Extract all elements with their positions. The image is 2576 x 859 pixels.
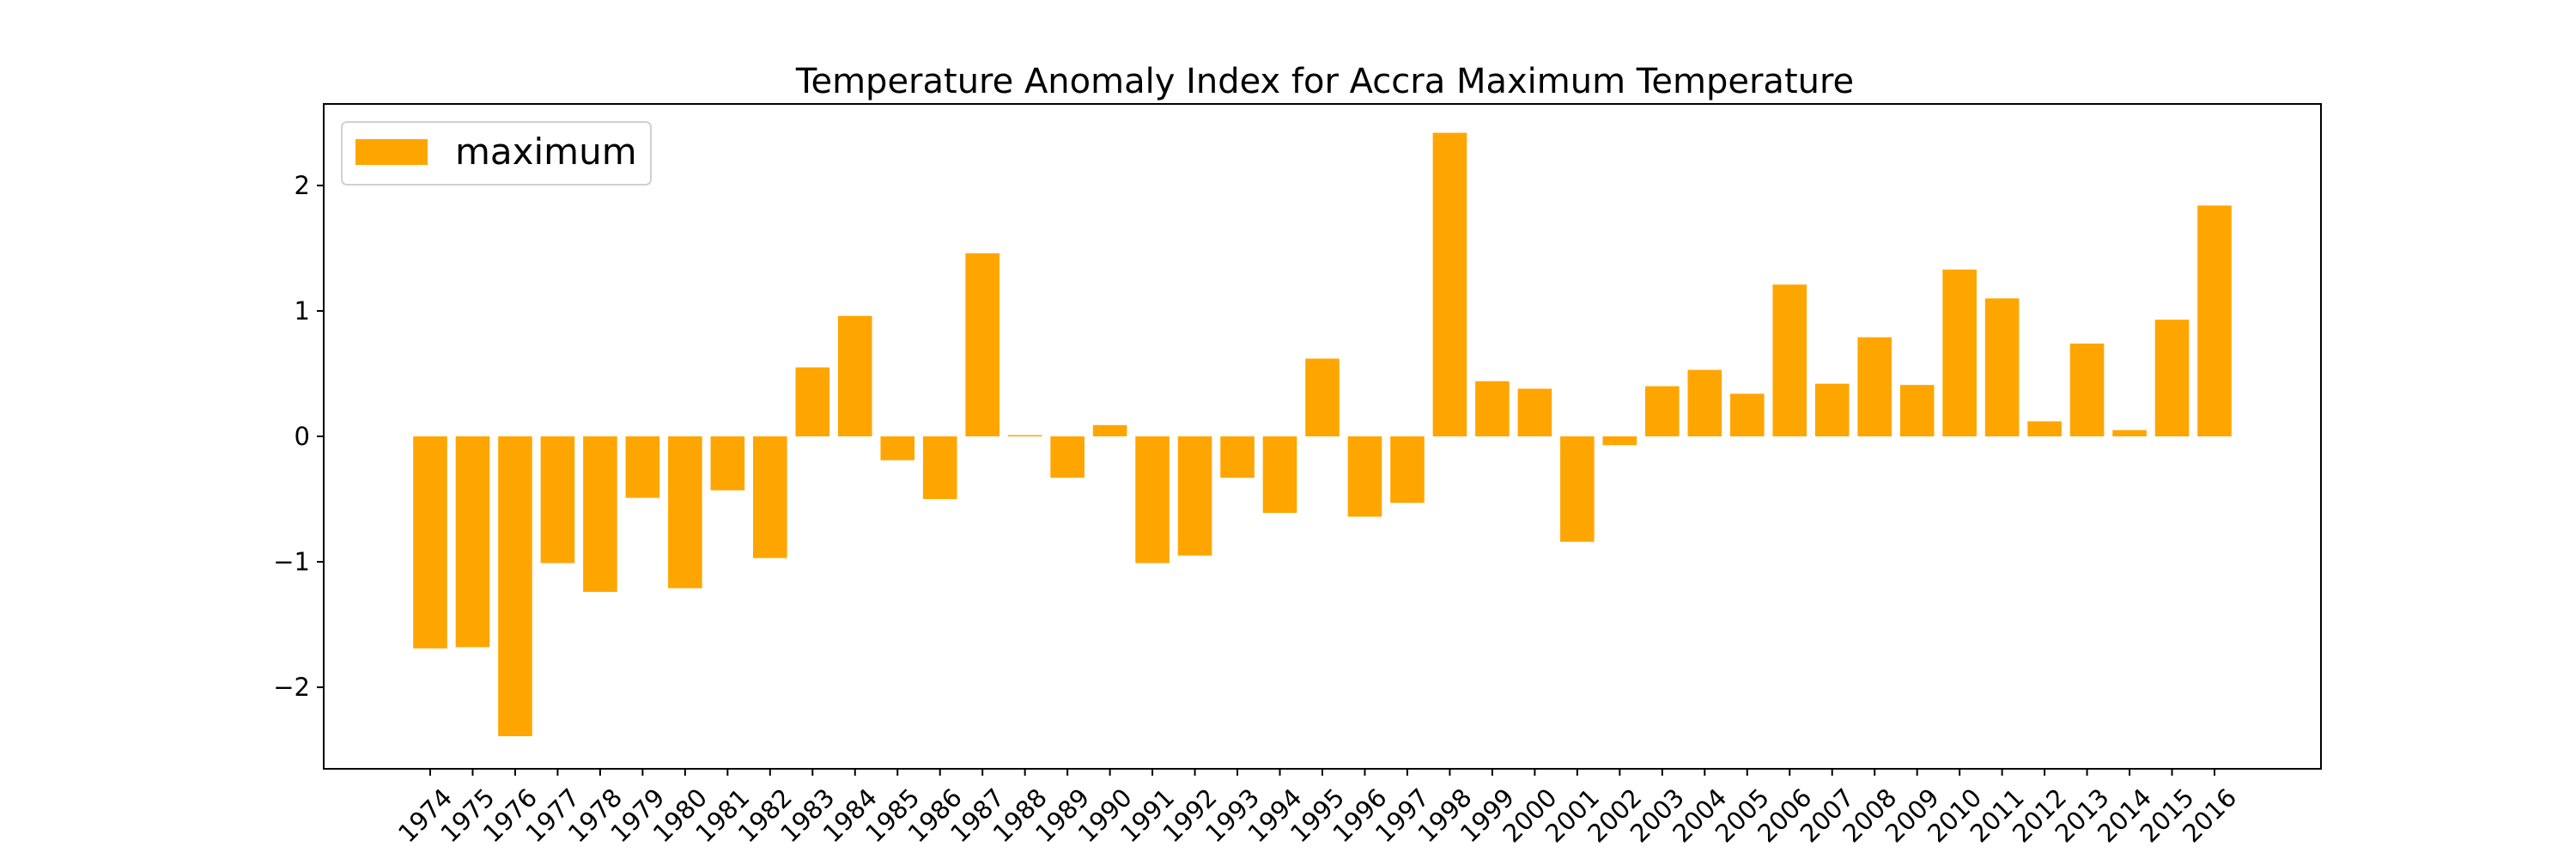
y-tick-label: 2 [295, 171, 310, 200]
y-tick-label: −2 [273, 673, 310, 702]
bar-2016 [2197, 205, 2232, 436]
bar-1994 [1262, 436, 1297, 514]
chart-title: Temperature Anomaly Index for Accra Maxi… [795, 62, 1854, 101]
bar-2007 [1814, 383, 1850, 436]
bar-2014 [2112, 430, 2147, 436]
bar-2005 [1729, 393, 1765, 436]
bar-1996 [1347, 436, 1382, 517]
bar-2012 [2027, 421, 2062, 436]
y-tick-label: 0 [295, 422, 310, 451]
bar-2002 [1602, 436, 1637, 446]
bar-2010 [1942, 269, 1977, 436]
bar-1986 [922, 436, 957, 500]
x-axis: 1974197519761977197819791980198119821983… [392, 769, 2242, 848]
bar-1974 [413, 436, 447, 649]
bar-2011 [1984, 298, 2020, 436]
bar-1979 [625, 436, 660, 498]
bar-2003 [1645, 386, 1680, 436]
bar-1999 [1475, 381, 1510, 436]
legend: maximum [341, 121, 652, 186]
bar-2009 [1899, 385, 1935, 436]
bar-1983 [795, 367, 830, 436]
y-tick-label: 1 [295, 296, 310, 326]
bar-2000 [1517, 388, 1552, 436]
bar-1990 [1092, 424, 1127, 436]
bar-1978 [583, 436, 617, 593]
bar-2006 [1772, 284, 1807, 436]
bar-1993 [1220, 436, 1255, 478]
bar-2008 [1857, 337, 1892, 436]
bar-1980 [668, 436, 702, 588]
bars-layer [413, 132, 2232, 737]
bar-1982 [753, 436, 787, 558]
bar-1984 [837, 315, 872, 436]
bar-1995 [1305, 358, 1340, 436]
legend-box [341, 121, 652, 186]
bar-1992 [1177, 436, 1212, 556]
bar-2015 [2154, 320, 2190, 436]
bar-1981 [710, 436, 745, 490]
y-tick-label: −1 [273, 547, 310, 576]
bar-2001 [1560, 436, 1595, 542]
bar-1998 [1432, 132, 1467, 436]
bar-1997 [1390, 436, 1425, 503]
bar-1977 [540, 436, 575, 564]
legend-swatch [355, 139, 428, 165]
legend-label-maximum: maximum [455, 131, 637, 173]
bar-1987 [965, 253, 999, 436]
y-axis: −2 −1 0 1 2 [273, 171, 324, 702]
bar-1976 [498, 436, 532, 737]
bar-2013 [2069, 343, 2105, 436]
bar-1991 [1135, 436, 1170, 564]
bar-1985 [880, 436, 915, 460]
bar-1975 [455, 436, 490, 648]
bar-1989 [1050, 436, 1084, 478]
bar-2004 [1687, 369, 1722, 436]
